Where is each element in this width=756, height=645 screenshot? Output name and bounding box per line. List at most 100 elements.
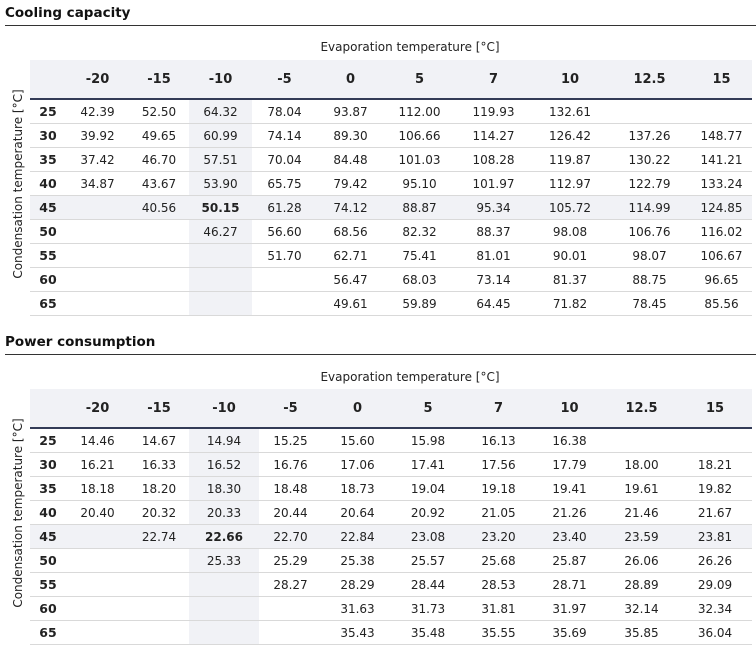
- column-header: 0: [317, 60, 384, 100]
- table-cell: 49.61: [317, 291, 384, 316]
- table-cell: 31.73: [393, 596, 463, 621]
- table-row: 40 20.40 20.32 20.33 20.44 20.64 20.92 21.05 21.…: [30, 500, 752, 525]
- table-cell: 57.51: [189, 147, 252, 172]
- table-cell: 64.45: [455, 291, 532, 316]
- table-cell: 25.38: [322, 548, 393, 573]
- table-cell: 28.29: [322, 572, 393, 597]
- table-cell: 130.22: [608, 147, 691, 172]
- table-cell: 59.89: [384, 291, 455, 316]
- column-header: -20: [66, 60, 129, 100]
- row-header: 45: [30, 195, 66, 220]
- row-header: 60: [30, 596, 66, 621]
- table-cell: 132.61: [532, 99, 608, 124]
- row-header: 60: [30, 267, 66, 292]
- table-cell: 19.18: [463, 476, 534, 501]
- table-cell: 108.28: [455, 147, 532, 172]
- column-header: -15: [129, 60, 189, 100]
- table-row: 60 31.63 31.73 31.81 31.97 32.14 32.34: [30, 596, 752, 621]
- table-cell: 98.08: [532, 219, 608, 244]
- corner-cell: [30, 389, 66, 429]
- table-cell: [189, 243, 252, 268]
- table-cell: 106.67: [691, 243, 752, 268]
- table-cell: 15.25: [259, 428, 322, 453]
- table-cell: 124.85: [691, 195, 752, 220]
- table-cell: 21.46: [605, 500, 678, 525]
- table-cell: 116.02: [691, 219, 752, 244]
- table-cell: 35.69: [534, 620, 605, 645]
- row-header: 35: [30, 147, 66, 172]
- table-cell: 84.48: [317, 147, 384, 172]
- table-cell: 141.21: [691, 147, 752, 172]
- x-axis-label: Evaporation temperature [°C]: [320, 370, 500, 384]
- column-header: -5: [252, 60, 317, 100]
- y-axis-label-text: Condensation temperature [°C]: [11, 418, 25, 608]
- table-cell: 101.97: [455, 171, 532, 196]
- table-cell: 23.59: [605, 524, 678, 549]
- row-header: 25: [30, 99, 66, 124]
- table-cell: 16.21: [66, 452, 129, 477]
- column-header: -10: [189, 389, 259, 429]
- table-cell: 25.33: [189, 548, 259, 573]
- table-cell: 22.66: [189, 524, 259, 549]
- table-cell: 31.97: [534, 596, 605, 621]
- table-cell: 16.33: [129, 452, 189, 477]
- table-cell: 28.53: [463, 572, 534, 597]
- table-cell: 14.67: [129, 428, 189, 453]
- table-cell: 53.90: [189, 171, 252, 196]
- corner-cell: [30, 60, 66, 100]
- table-cell: 35.48: [393, 620, 463, 645]
- power-consumption-table: -20 -15 -10 -5 0 5 7 10 12.5 15 25 14.46 14.67 14.94…: [30, 389, 752, 645]
- table-cell: 16.76: [259, 452, 322, 477]
- table-cell: [66, 291, 129, 316]
- table-cell: [129, 291, 189, 316]
- table-cell: 16.13: [463, 428, 534, 453]
- table-cell: 62.71: [317, 243, 384, 268]
- table-cell: 78.45: [608, 291, 691, 316]
- table-cell: [605, 428, 678, 453]
- table-cell: 16.52: [189, 452, 259, 477]
- table-cell: 21.67: [678, 500, 752, 525]
- table-cell: 29.09: [678, 572, 752, 597]
- table-cell: 15.60: [322, 428, 393, 453]
- y-axis-label-text: Condensation temperature [°C]: [11, 89, 25, 279]
- table-cell: 106.66: [384, 123, 455, 148]
- section-title: Power consumption: [5, 333, 756, 355]
- table-cell: 18.00: [605, 452, 678, 477]
- table-cell: 23.81: [678, 524, 752, 549]
- table-cell: 14.46: [66, 428, 129, 453]
- row-header: 30: [30, 452, 66, 477]
- table-cell: 20.64: [322, 500, 393, 525]
- table-cell: 14.94: [189, 428, 259, 453]
- table-cell: 19.41: [534, 476, 605, 501]
- table-cell: 60.99: [189, 123, 252, 148]
- table-cell: 21.26: [534, 500, 605, 525]
- table-cell: 20.44: [259, 500, 322, 525]
- table-cell: 19.04: [393, 476, 463, 501]
- table-cell: 39.92: [66, 123, 129, 148]
- table-cell: 28.44: [393, 572, 463, 597]
- table-cell: [66, 243, 129, 268]
- table-cell: 88.87: [384, 195, 455, 220]
- table-cell: 18.48: [259, 476, 322, 501]
- table-cell: [189, 267, 252, 292]
- row-header: 45: [30, 524, 66, 549]
- table-row: 55 51.70 62.71 75.41 81.01 90.01 98.07 106.67: [30, 243, 752, 268]
- table-cell: 79.42: [317, 171, 384, 196]
- column-header: 10: [534, 389, 605, 429]
- table-cell: [189, 596, 259, 621]
- table-cell: 148.77: [691, 123, 752, 148]
- table-cell: 68.03: [384, 267, 455, 292]
- table-cell: [66, 219, 129, 244]
- row-header: 50: [30, 219, 66, 244]
- table-cell: [252, 291, 317, 316]
- table-row: 65 49.61 59.89 64.45 71.82 78.45 85.56: [30, 291, 752, 316]
- table-cell: 19.61: [605, 476, 678, 501]
- table-cell: [66, 267, 129, 292]
- table-cell: 106.76: [608, 219, 691, 244]
- column-header: 15: [691, 60, 752, 100]
- table-cell: 114.27: [455, 123, 532, 148]
- table-row: 65 35.43 35.48 35.55 35.69 35.85 36.04: [30, 620, 752, 645]
- table-cell: 31.63: [322, 596, 393, 621]
- table-cell: 126.42: [532, 123, 608, 148]
- table-cell: 36.04: [678, 620, 752, 645]
